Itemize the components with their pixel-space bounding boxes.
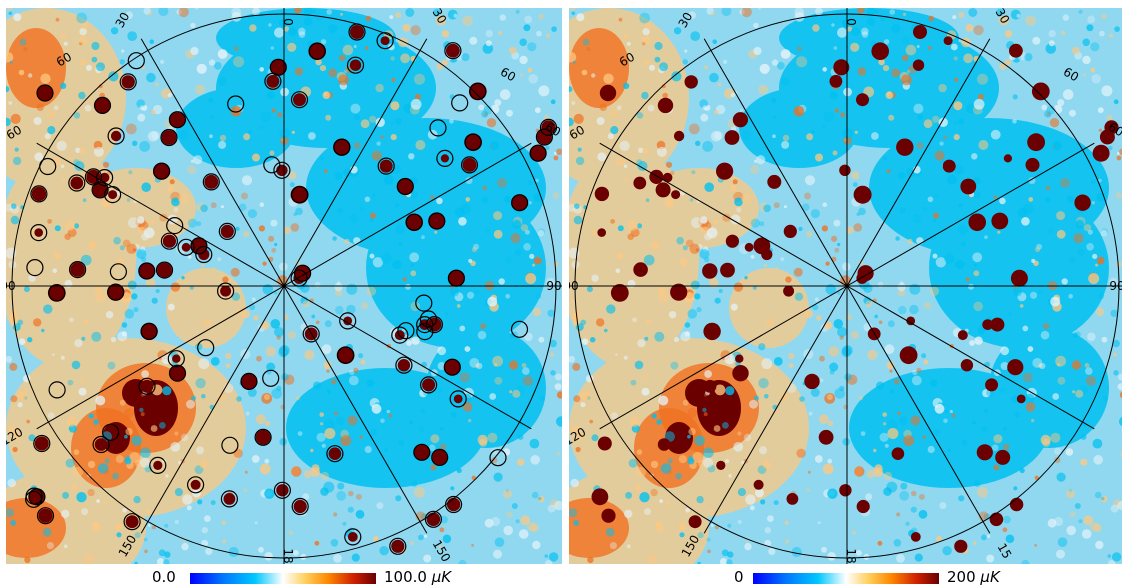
point-sources — [591, 25, 1119, 553]
sky-map-left-image: 0303060606060909012015018150 — [6, 8, 562, 564]
detection-circles — [25, 23, 558, 555]
graticule-label-bottom_right: 15 — [995, 541, 1015, 561]
graticule-label-top: 0 — [281, 18, 295, 26]
graticule-label-right: 90 — [1109, 279, 1122, 293]
graticule-label-upper_left: 60 — [617, 50, 637, 70]
colorbar-right-max: 200 μK — [947, 568, 1000, 586]
graticule — [6, 8, 562, 564]
graticule-label-upper_left: 60 — [54, 50, 74, 70]
graticule-label-mid_right_upper: 60 — [543, 120, 562, 140]
graticule-label-right: 90 — [546, 279, 561, 293]
colorbar-right — [753, 573, 939, 584]
colorbar-left — [190, 573, 376, 584]
graticule-label-bottom: 18 — [281, 548, 295, 563]
colorbar-left-max: 100.0 μK — [384, 568, 452, 586]
graticule-label-upper_right: 60 — [1061, 65, 1081, 85]
graticule-label-bottom: 18 — [844, 548, 858, 563]
point-sources — [28, 25, 556, 553]
graticule-label-left: 90 — [6, 279, 16, 293]
colorbar-right-min: 0 — [734, 568, 744, 586]
sky-map-right-image: 030306060606090901201501815 — [569, 8, 1122, 564]
sky-map-left: 0303060606060909012015018150 — [6, 8, 562, 564]
graticule-label-left: 90 — [569, 279, 579, 293]
graticule-label-top_left: 30 — [113, 10, 133, 30]
graticule-label-top_left: 30 — [676, 10, 696, 30]
graticule-label-top: 0 — [844, 18, 858, 26]
colorbar-left-min: 0.0 — [152, 568, 176, 586]
sky-map-right: 030306060606090901201501815 — [569, 8, 1122, 564]
graticule — [569, 8, 1122, 564]
noise-speckle — [569, 8, 1122, 564]
graticule-label-upper_right: 60 — [498, 65, 518, 85]
